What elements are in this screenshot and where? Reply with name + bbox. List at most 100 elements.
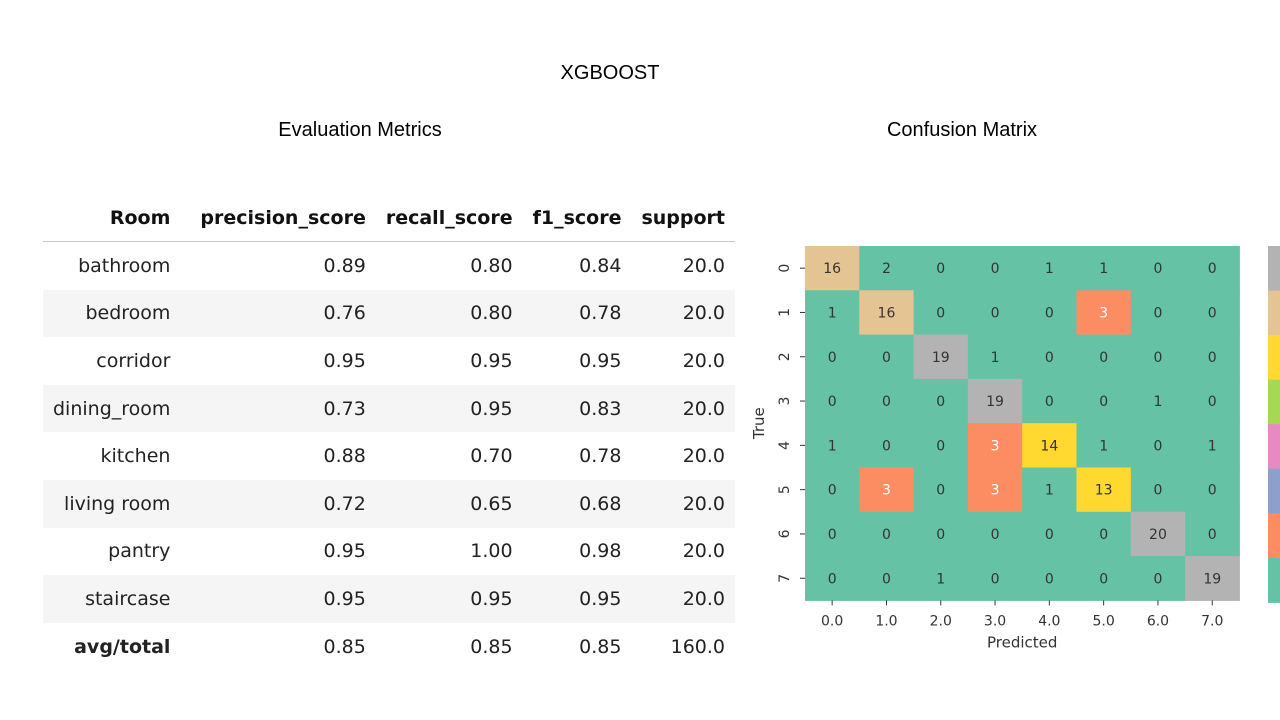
x-tick-label: 4.0 [1038,613,1060,629]
heatmap-cell [1022,467,1077,513]
y-axis-label: True [750,407,768,440]
heatmap-cell [913,556,969,601]
cell-value-label: 0 [1099,571,1108,587]
f1-cell: 0.78 [579,445,622,468]
f1-cell: 0.78 [522,289,632,338]
cell-value-label: 0 [991,305,1000,321]
cell-value-label: 0 [1045,571,1054,587]
precision-cell: 0.95 [323,540,366,563]
cell-value-label: 0 [1208,394,1217,410]
column-header: support [631,195,736,242]
precision-cell: 0.88 [323,445,366,468]
cell-value-label: 0 [828,394,837,410]
heatmap-cell [805,378,860,424]
cell-value-label: 0 [936,438,945,454]
cell-value-label: 0 [828,483,837,499]
heatmap-cell [1022,378,1077,424]
cell-value-label: 0 [936,527,945,543]
y-tick-label: 7 [777,574,793,583]
precision-cell: 0.85 [323,635,366,658]
recall-cell: 0.85 [470,635,513,658]
heatmap-cell [859,423,915,468]
table-row: corridor 0.95 0.95 0.95 20.0 [43,337,735,385]
heatmap-cell [805,423,860,468]
heatmap-cell [1130,246,1186,291]
cell-value-label: 2 [882,261,891,277]
cell-value-label: 0 [1208,527,1217,543]
heatmap-cell [967,246,1023,291]
cell-value-label: 0 [882,350,891,366]
precision-cell: 0.95 [323,349,366,372]
cell-value-label: 16 [878,305,896,321]
cell-value-label: 3 [882,483,891,499]
support-cell: 20.0 [631,384,736,433]
cell-value-label: 0 [1153,483,1162,499]
cell-value-label: 1 [1045,483,1054,499]
heatmap-cell [805,556,860,601]
colorbar-segment [1268,513,1280,559]
heatmap-cell [1076,511,1132,557]
cell-value-label: 0 [1208,261,1217,277]
cell-value-label: 20 [1149,527,1167,543]
support-cell: 20.0 [631,575,736,623]
heatmap-cell [859,511,915,557]
x-tick-label: 2.0 [930,613,952,629]
f1-cell: 0.68 [522,479,632,528]
heatmap-cell [1130,334,1186,380]
heatmap-cell [859,378,915,424]
heatmap-cell [967,290,1023,336]
cell-value-label: 0 [882,438,891,454]
table-row: staircase 0.95 0.95 0.95 20.0 [43,575,736,623]
precision-cell: 0.72 [190,479,376,528]
slide-title: XGBOOST [560,62,660,84]
heatmap-cell [1185,378,1240,424]
table-row: bathroom 0.89 0.80 0.84 20.0 [43,242,735,290]
colorbar-segment [1268,424,1280,470]
confusion-matrix-heatmap: 16 2 0 0 1 1 0 01 16 0 0 0 3 0 00 0 19 1 0 0 0 00 0 0 19 0 0 1 01 0 0 3… [750,246,1280,651]
heatmap-cell [1076,467,1132,513]
heatmap-cell [805,467,860,513]
heatmap-cell [1022,334,1077,380]
cell-value-label: 0 [991,571,1000,587]
room-cell: avg/total [74,635,171,658]
heatmap-cell [1130,290,1186,336]
x-tick-label: 6.0 [1147,613,1169,629]
table-row: living room 0.72 0.65 0.68 20.0 [43,479,736,528]
cell-value-label: 0 [1045,394,1054,410]
y-tick-label: 5 [777,485,793,494]
cell-value-label: 3 [991,483,1000,499]
column-header: f1_score [522,195,632,242]
x-tick-label: 3.0 [984,613,1006,629]
room-cell: bathroom [78,254,171,277]
heatmap-cell [967,334,1023,380]
heatmap-cell [967,423,1023,468]
heatmap-cell [805,290,860,336]
heatmap-cell [805,334,860,380]
table-row: dining_room 0.73 0.95 0.83 20.0 [43,384,736,433]
colorbar-segment [1268,557,1280,603]
colorbar-segment [1268,246,1280,292]
cell-value-label: 0 [882,394,891,410]
heatmap-cell [1076,334,1132,380]
colorbar-segment [1268,335,1280,381]
y-tick-label: 0 [777,264,793,273]
cell-value-label: 1 [1099,438,1108,454]
table-row: bedroom 0.76 0.80 0.78 20.0 [43,289,736,338]
heatmap-cell [1022,511,1077,557]
cell-value-label: 1 [1099,261,1108,277]
heatmap-cell [1185,290,1240,336]
colorbar-segment [1268,468,1280,514]
heatmap-cell [913,290,969,336]
cell-value-label: 0 [1153,350,1162,366]
precision-cell: 0.73 [190,384,376,433]
heatmap-cell [859,290,915,336]
cell-value-label: 1 [1153,394,1162,410]
heatmap-cell [1022,246,1077,291]
column-header: precision_score [190,195,376,242]
heatmap-cell [805,511,860,557]
cell-value-label: 0 [882,527,891,543]
cell-value-label: 0 [828,350,837,366]
cell-value-label: 0 [1045,305,1054,321]
heatmap-cell [859,334,915,380]
x-tick-label: 5.0 [1093,613,1115,629]
